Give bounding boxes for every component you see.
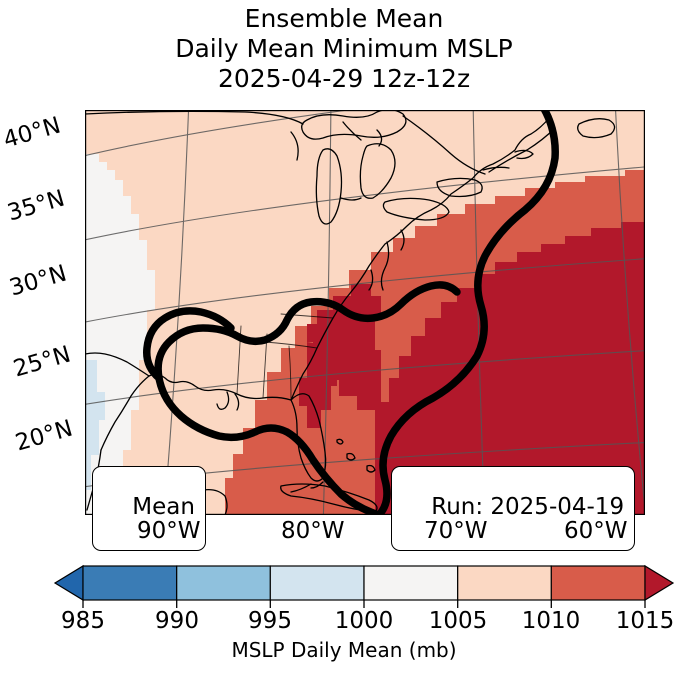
- lon-label-60w: 60°W: [564, 518, 628, 544]
- colorbar-title: MSLP Daily Mean (mb): [231, 638, 457, 662]
- state-borders: [236, 313, 334, 401]
- colorbar-tick-1010: 1010: [521, 608, 581, 634]
- colorbar-tick-1000: 1000: [334, 608, 394, 634]
- lat-label-30n: 30°N: [6, 260, 70, 302]
- colorbar-band-1000-1005: [363, 565, 459, 601]
- lat-label-20n: 20°N: [12, 415, 76, 457]
- annotation-run-date[interactable]: Run: 2025-04-19: [391, 466, 636, 551]
- gulf-coast: [148, 373, 292, 401]
- lon-label-70w: 70°W: [424, 518, 488, 544]
- annotation-mean[interactable]: Mean: [92, 466, 206, 551]
- lake-erie: [382, 197, 450, 221]
- canada-us-border: [85, 110, 486, 175]
- colorbar-band-1005-1010: [457, 565, 553, 601]
- coastlines: [85, 110, 645, 515]
- colorbar-tick-985: 985: [61, 608, 105, 634]
- fill-band-over-1015-gulf: [307, 284, 381, 515]
- bahamas: [336, 438, 376, 473]
- nova-scotia: [577, 118, 616, 139]
- map-panel[interactable]: [85, 110, 645, 515]
- lat-label-25n: 25°N: [10, 341, 74, 383]
- colorbar-tick-1015: 1015: [615, 608, 675, 634]
- graticule-lon-60: [615, 110, 645, 515]
- lat-label-35n: 35°N: [4, 185, 68, 227]
- colorbar-tick-990: 990: [155, 608, 199, 634]
- title-line-3: 2025-04-29 12z-12z: [217, 64, 471, 93]
- colorbar-band-1010-1015: [550, 565, 646, 601]
- fill-band-over-1015: [375, 222, 645, 515]
- texas-coast: [100, 375, 150, 451]
- colorbar-band-985-990: [82, 565, 178, 601]
- page-title: Ensemble Mean Daily Mean Minimum MSLP 20…: [0, 4, 688, 94]
- lon-label-80w: 80°W: [281, 518, 345, 544]
- map-frame: [85, 110, 645, 515]
- us-mexico-border: [85, 352, 150, 377]
- contour-line-1015: [143, 110, 559, 515]
- st-lawrence: [488, 127, 556, 173]
- contour-segment-atlantic: [375, 110, 559, 515]
- lake-ontario: [436, 177, 483, 198]
- colorbar-tick-995: 995: [248, 608, 292, 634]
- colorbar-ticks: [82, 600, 646, 608]
- map-svg: [85, 110, 645, 515]
- graticule-lat-30: [85, 258, 645, 323]
- florida-keys: [290, 481, 324, 493]
- lake-michigan: [315, 148, 343, 225]
- title-line-2: Daily Mean Minimum MSLP: [175, 34, 513, 63]
- contour-segment-texas-lobe: [143, 307, 235, 382]
- lake-huron: [359, 143, 396, 199]
- fill-band-1000-1005: [85, 154, 155, 515]
- fill-band-995-1000: [85, 360, 105, 490]
- annotation-mean-label: Mean: [132, 494, 195, 520]
- colorbar-under-arrow: [53, 564, 84, 602]
- mississippi-delta: [216, 391, 240, 411]
- us-east-coast: [290, 115, 552, 401]
- lat-label-40n: 40°N: [0, 112, 64, 154]
- graticule-lat-25: [85, 350, 645, 405]
- annotation-run-label: Run: 2025-04-19: [431, 494, 625, 520]
- colorbar-band-995-1000: [269, 565, 365, 601]
- upper-midwest-detail: [290, 121, 383, 201]
- colorbar-tick-1005: 1005: [428, 608, 488, 634]
- contour-segment-gulf: [154, 281, 461, 515]
- graticule-lat-40: [85, 110, 352, 157]
- colorbar-over-arrow: [644, 564, 675, 602]
- colorbar-bands[interactable]: [53, 564, 675, 602]
- title-line-1: Ensemble Mean: [244, 4, 444, 33]
- lon-label-90w: 90°W: [137, 518, 201, 544]
- lake-superior: [301, 110, 407, 140]
- chesapeake-bay: [368, 229, 405, 291]
- colorbar-band-990-995: [176, 565, 271, 601]
